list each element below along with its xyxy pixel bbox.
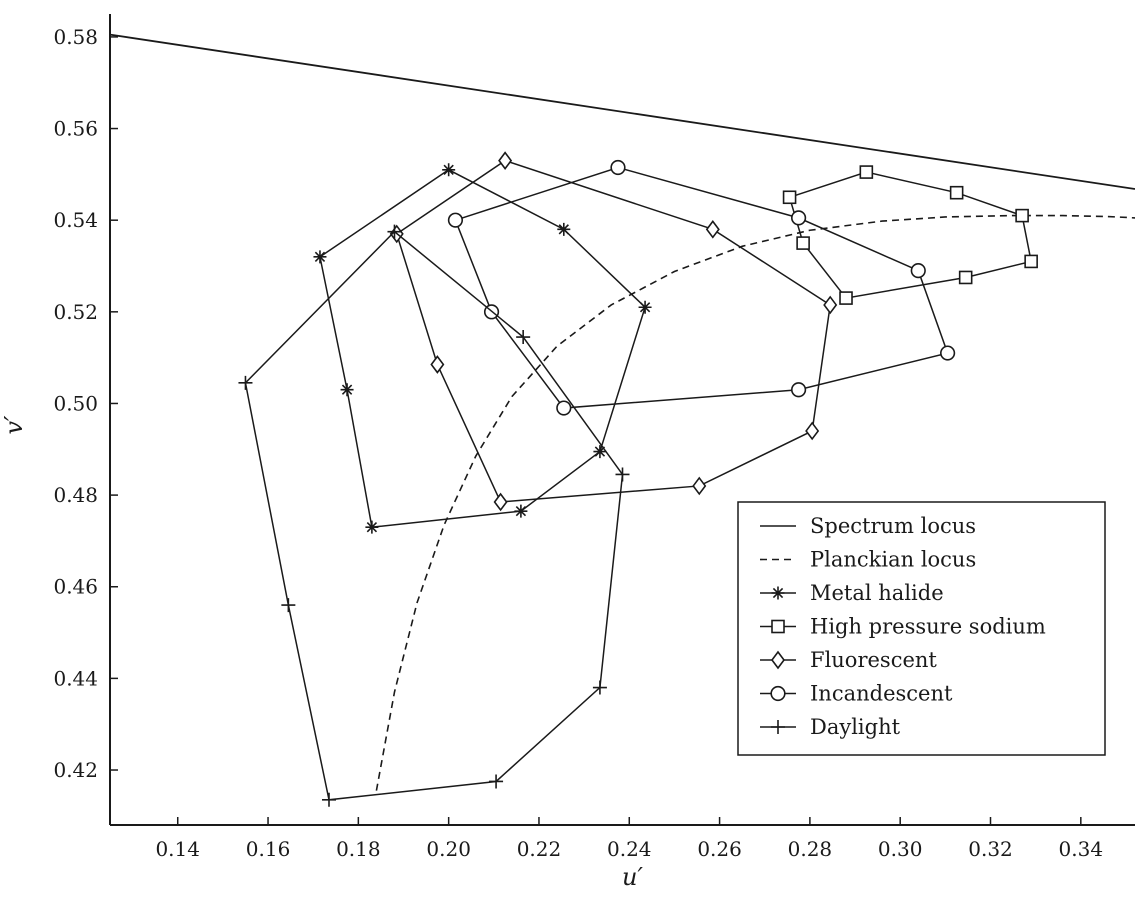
series-daylight: [238, 224, 630, 807]
series-layer: [109, 33, 1135, 807]
legend-item: Planckian locus: [760, 548, 976, 572]
square-marker: [1024, 254, 1038, 269]
x-tick-label: 0.14: [155, 837, 200, 861]
plus-marker: [592, 680, 607, 695]
asterisk-marker: [365, 520, 379, 534]
legend-label: Daylight: [810, 715, 901, 739]
asterisk-marker: [313, 250, 327, 264]
legend: Spectrum locus Planckian locus Metal halid…: [737, 501, 1106, 756]
asterisk-marker: [557, 222, 571, 236]
plus-marker: [615, 467, 630, 482]
legend-item: Incandescent: [760, 682, 953, 706]
diamond-marker: [430, 355, 445, 374]
y-tick-label: 0.44: [53, 666, 98, 690]
diamond-marker: [493, 492, 508, 512]
x-tick-label: 0.22: [517, 837, 562, 861]
y-tick-label: 0.42: [53, 758, 98, 782]
x-tick-label: 0.18: [336, 837, 381, 861]
square-marker: [859, 165, 874, 179]
square-marker: [949, 185, 964, 200]
x-tick-label: 0.30: [878, 837, 923, 861]
plus-marker: [516, 330, 531, 345]
circle-marker: [910, 262, 926, 279]
legend-item: Spectrum locus: [760, 514, 976, 538]
legend-label: Fluorescent: [810, 648, 937, 672]
x-tick-label: 0.16: [246, 837, 291, 861]
series-fluorescent: [389, 151, 838, 512]
diamond-marker: [705, 220, 720, 239]
y-tick-label: 0.46: [53, 575, 98, 599]
circle-marker: [556, 400, 572, 416]
legend-label: Metal halide: [810, 581, 944, 605]
diamond-marker: [692, 476, 707, 496]
square-marker: [1015, 208, 1029, 223]
x-tick-label: 0.26: [697, 837, 742, 861]
circle-marker: [610, 159, 626, 176]
y-axis-title: v′: [0, 415, 28, 435]
series-line: [454, 166, 949, 409]
asterisk-marker: [514, 504, 528, 518]
asterisk-marker: [771, 586, 785, 600]
series-line: [109, 33, 1135, 190]
legend-label: Incandescent: [810, 682, 953, 706]
plus-marker: [387, 224, 402, 239]
asterisk-marker: [442, 163, 456, 177]
series-line: [396, 159, 832, 503]
plus-marker: [281, 598, 296, 613]
diamond-marker: [771, 650, 785, 670]
legend-item: High pressure sodium: [760, 615, 1046, 639]
series-line: [319, 168, 646, 528]
square-marker: [782, 190, 797, 205]
asterisk-marker: [593, 445, 607, 459]
legend-label: Planckian locus: [810, 548, 976, 572]
legend-item: Metal halide: [760, 581, 944, 605]
plus-marker: [489, 774, 504, 789]
plus-marker: [321, 792, 336, 807]
diamond-marker: [805, 421, 820, 441]
square-marker: [839, 291, 853, 305]
y-tick-label: 0.50: [53, 391, 98, 415]
series-line: [244, 230, 624, 801]
square-marker: [771, 619, 785, 634]
x-tick-label: 0.24: [607, 837, 652, 861]
x-axis-title: u′: [622, 863, 643, 891]
asterisk-marker: [340, 383, 354, 397]
legend-label: Spectrum locus: [810, 514, 976, 538]
x-tick-label: 0.28: [788, 837, 833, 861]
y-tick-label: 0.54: [53, 208, 98, 232]
circle-marker: [940, 345, 956, 361]
y-tick-label: 0.58: [53, 25, 98, 49]
legend-item: Fluorescent: [760, 648, 937, 672]
x-tick-label: 0.32: [968, 837, 1013, 861]
series-metal-halide: [313, 163, 652, 534]
y-tick-label: 0.48: [53, 483, 98, 507]
circle-marker: [770, 685, 786, 702]
x-tick-label: 0.20: [426, 837, 471, 861]
series-spectrum-locus: [109, 33, 1135, 190]
series-high-pressure-sodium: [782, 165, 1038, 305]
square-marker: [796, 236, 810, 250]
axes: 0.14 0.16 0.18 0.20 0.22 0.24 0.26 0.28 0.30 0.32…: [53, 14, 1135, 861]
y-tick-label: 0.56: [53, 117, 98, 141]
circle-marker: [791, 382, 807, 398]
circle-marker: [791, 210, 807, 226]
y-tick-label: 0.52: [53, 300, 98, 324]
diamond-marker: [498, 151, 513, 170]
plus-marker: [771, 720, 785, 734]
series-line: [788, 171, 1033, 299]
asterisk-marker: [638, 300, 652, 314]
square-marker: [958, 270, 973, 285]
diamond-marker: [823, 295, 838, 315]
circle-marker: [447, 212, 464, 228]
plus-marker: [238, 375, 253, 390]
legend-item: Daylight: [760, 715, 901, 739]
series-incandescent: [447, 159, 956, 416]
x-tick-label: 0.34: [1059, 837, 1104, 861]
legend-label: High pressure sodium: [810, 615, 1046, 639]
legend-box: [737, 501, 1106, 756]
